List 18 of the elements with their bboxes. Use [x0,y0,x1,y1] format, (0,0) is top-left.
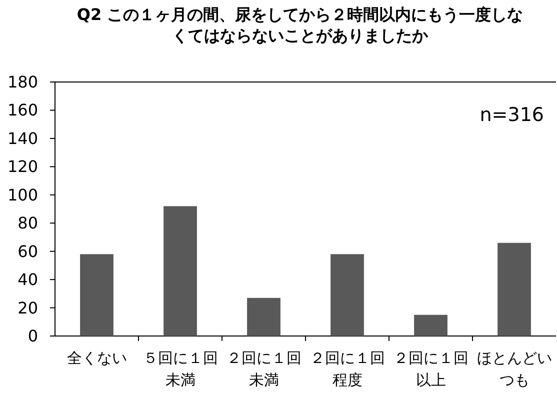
y-tick-label: 80 [18,214,38,233]
title: Q2 この１ヶ月の間、尿をしてから２時間以内にもう一度しなくてはならないことがありましたか [76,5,524,45]
y-tick-label: 100 [7,185,38,204]
y-tick-label: 20 [18,298,38,318]
y-tick-label: 140 [7,128,38,148]
y-tick-label: 160 [7,100,38,120]
y-tick-label: 40 [18,270,38,290]
bar [80,254,114,336]
bar [498,242,531,336]
bar [164,206,197,336]
annotation: n=316 [480,104,544,126]
bar [414,314,448,336]
y-tick-label: 60 [18,242,38,261]
bar [330,254,364,336]
y-tick-label: 180 [7,72,38,92]
y-tick-label: 120 [7,157,38,176]
bar [247,298,280,336]
y-tick-label: 0 [28,326,38,346]
